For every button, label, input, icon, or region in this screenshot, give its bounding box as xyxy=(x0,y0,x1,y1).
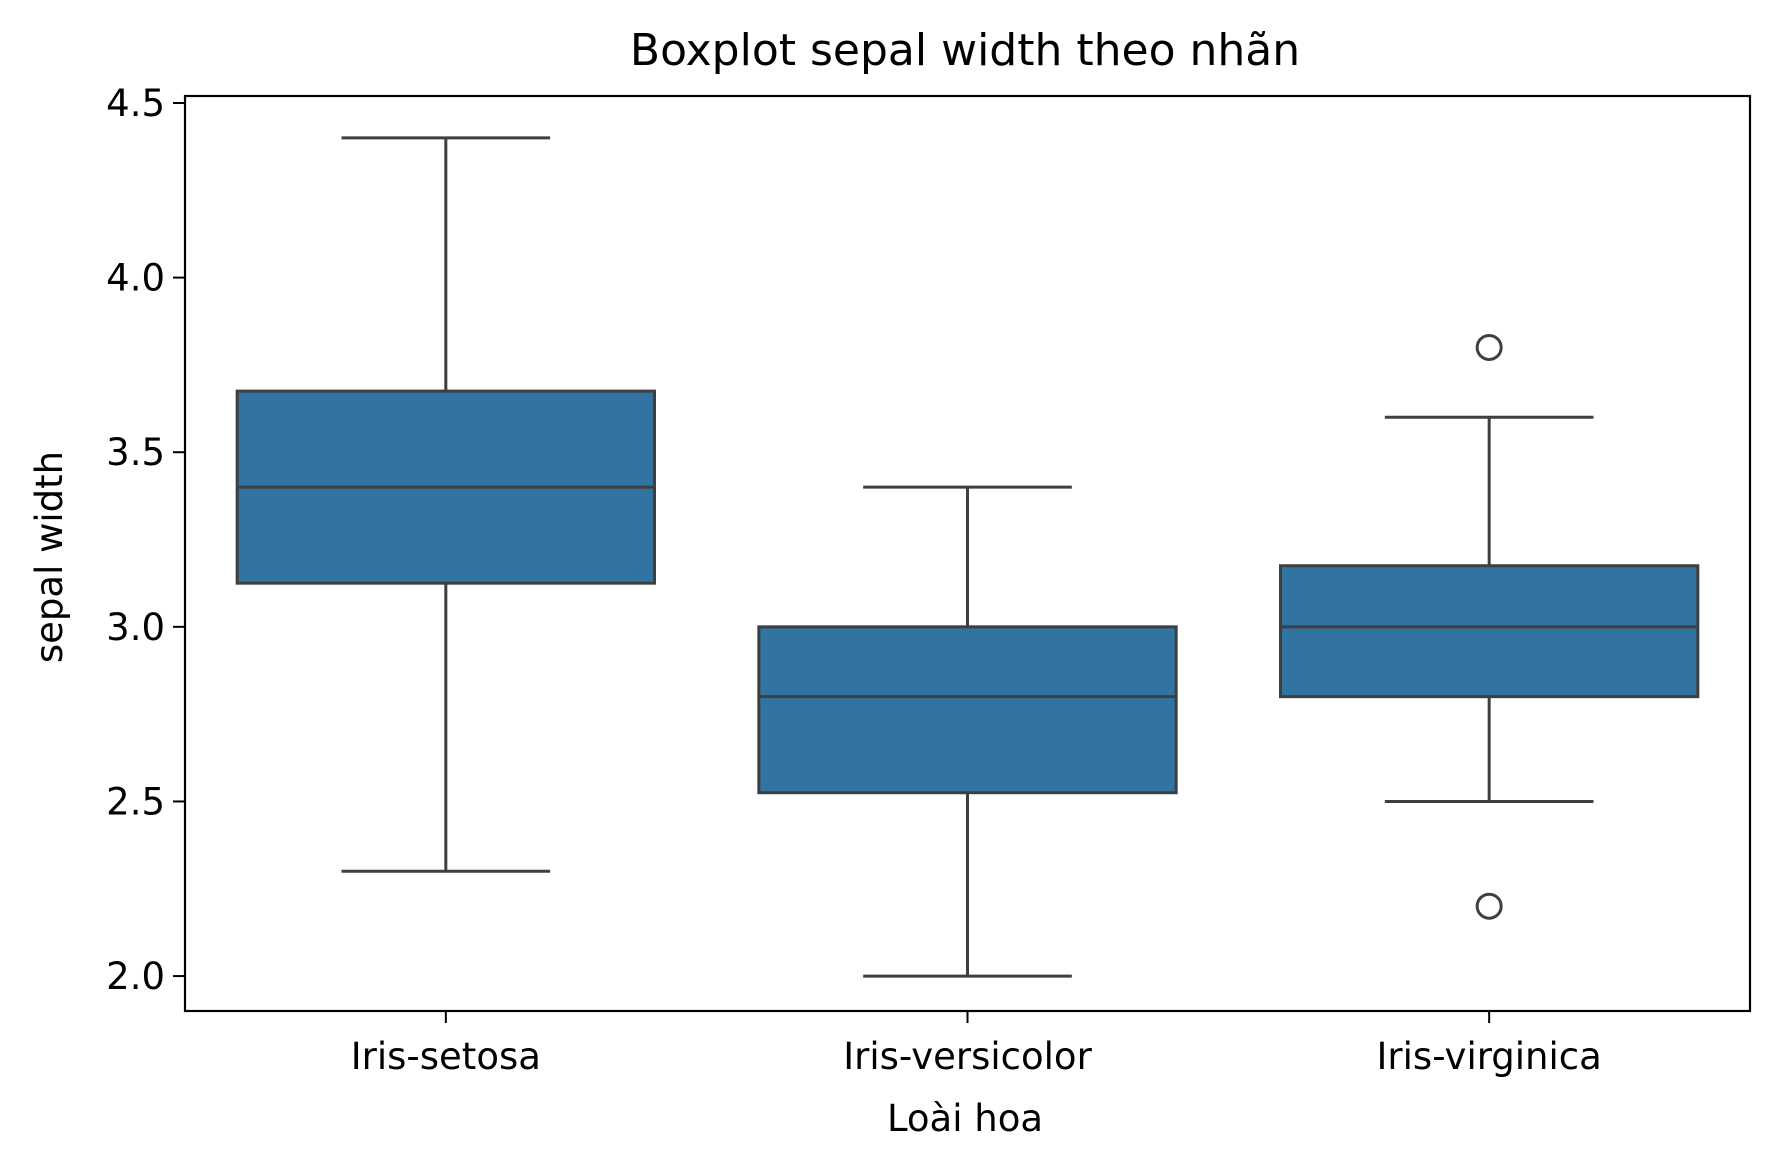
outlier-point xyxy=(1475,892,1503,920)
y-tick-label: 2.0 xyxy=(106,955,165,998)
iqr-box xyxy=(757,625,1178,795)
outlier-point xyxy=(1475,333,1503,361)
plot-area xyxy=(235,136,1700,978)
x-axis-ticks: Iris-setosa Iris-versicolor Iris-virginica xyxy=(351,1011,1602,1078)
y-tick-label: 2.5 xyxy=(106,780,165,823)
y-axis-label: sepal width xyxy=(28,451,71,663)
iqr-box xyxy=(1279,564,1700,699)
y-tick-label: 4.0 xyxy=(106,257,165,300)
chart-title: Boxplot sepal width theo nhãn xyxy=(630,25,1300,76)
box-group-iris-setosa xyxy=(235,136,657,873)
y-tick-label: 3.5 xyxy=(106,431,165,474)
y-tick-label: 4.5 xyxy=(106,82,165,125)
x-tick-label: Iris-versicolor xyxy=(843,1035,1092,1078)
y-axis-ticks: 2.0 2.5 3.0 3.5 4.0 4.5 xyxy=(106,82,185,998)
x-tick-label: Iris-virginica xyxy=(1377,1035,1602,1078)
x-tick-label: Iris-setosa xyxy=(351,1035,541,1078)
box-group-iris-virginica xyxy=(1279,333,1700,920)
x-axis-label: Loài hoa xyxy=(887,1097,1043,1140)
box-group-iris-versicolor xyxy=(757,485,1178,978)
y-tick-label: 3.0 xyxy=(106,606,165,649)
